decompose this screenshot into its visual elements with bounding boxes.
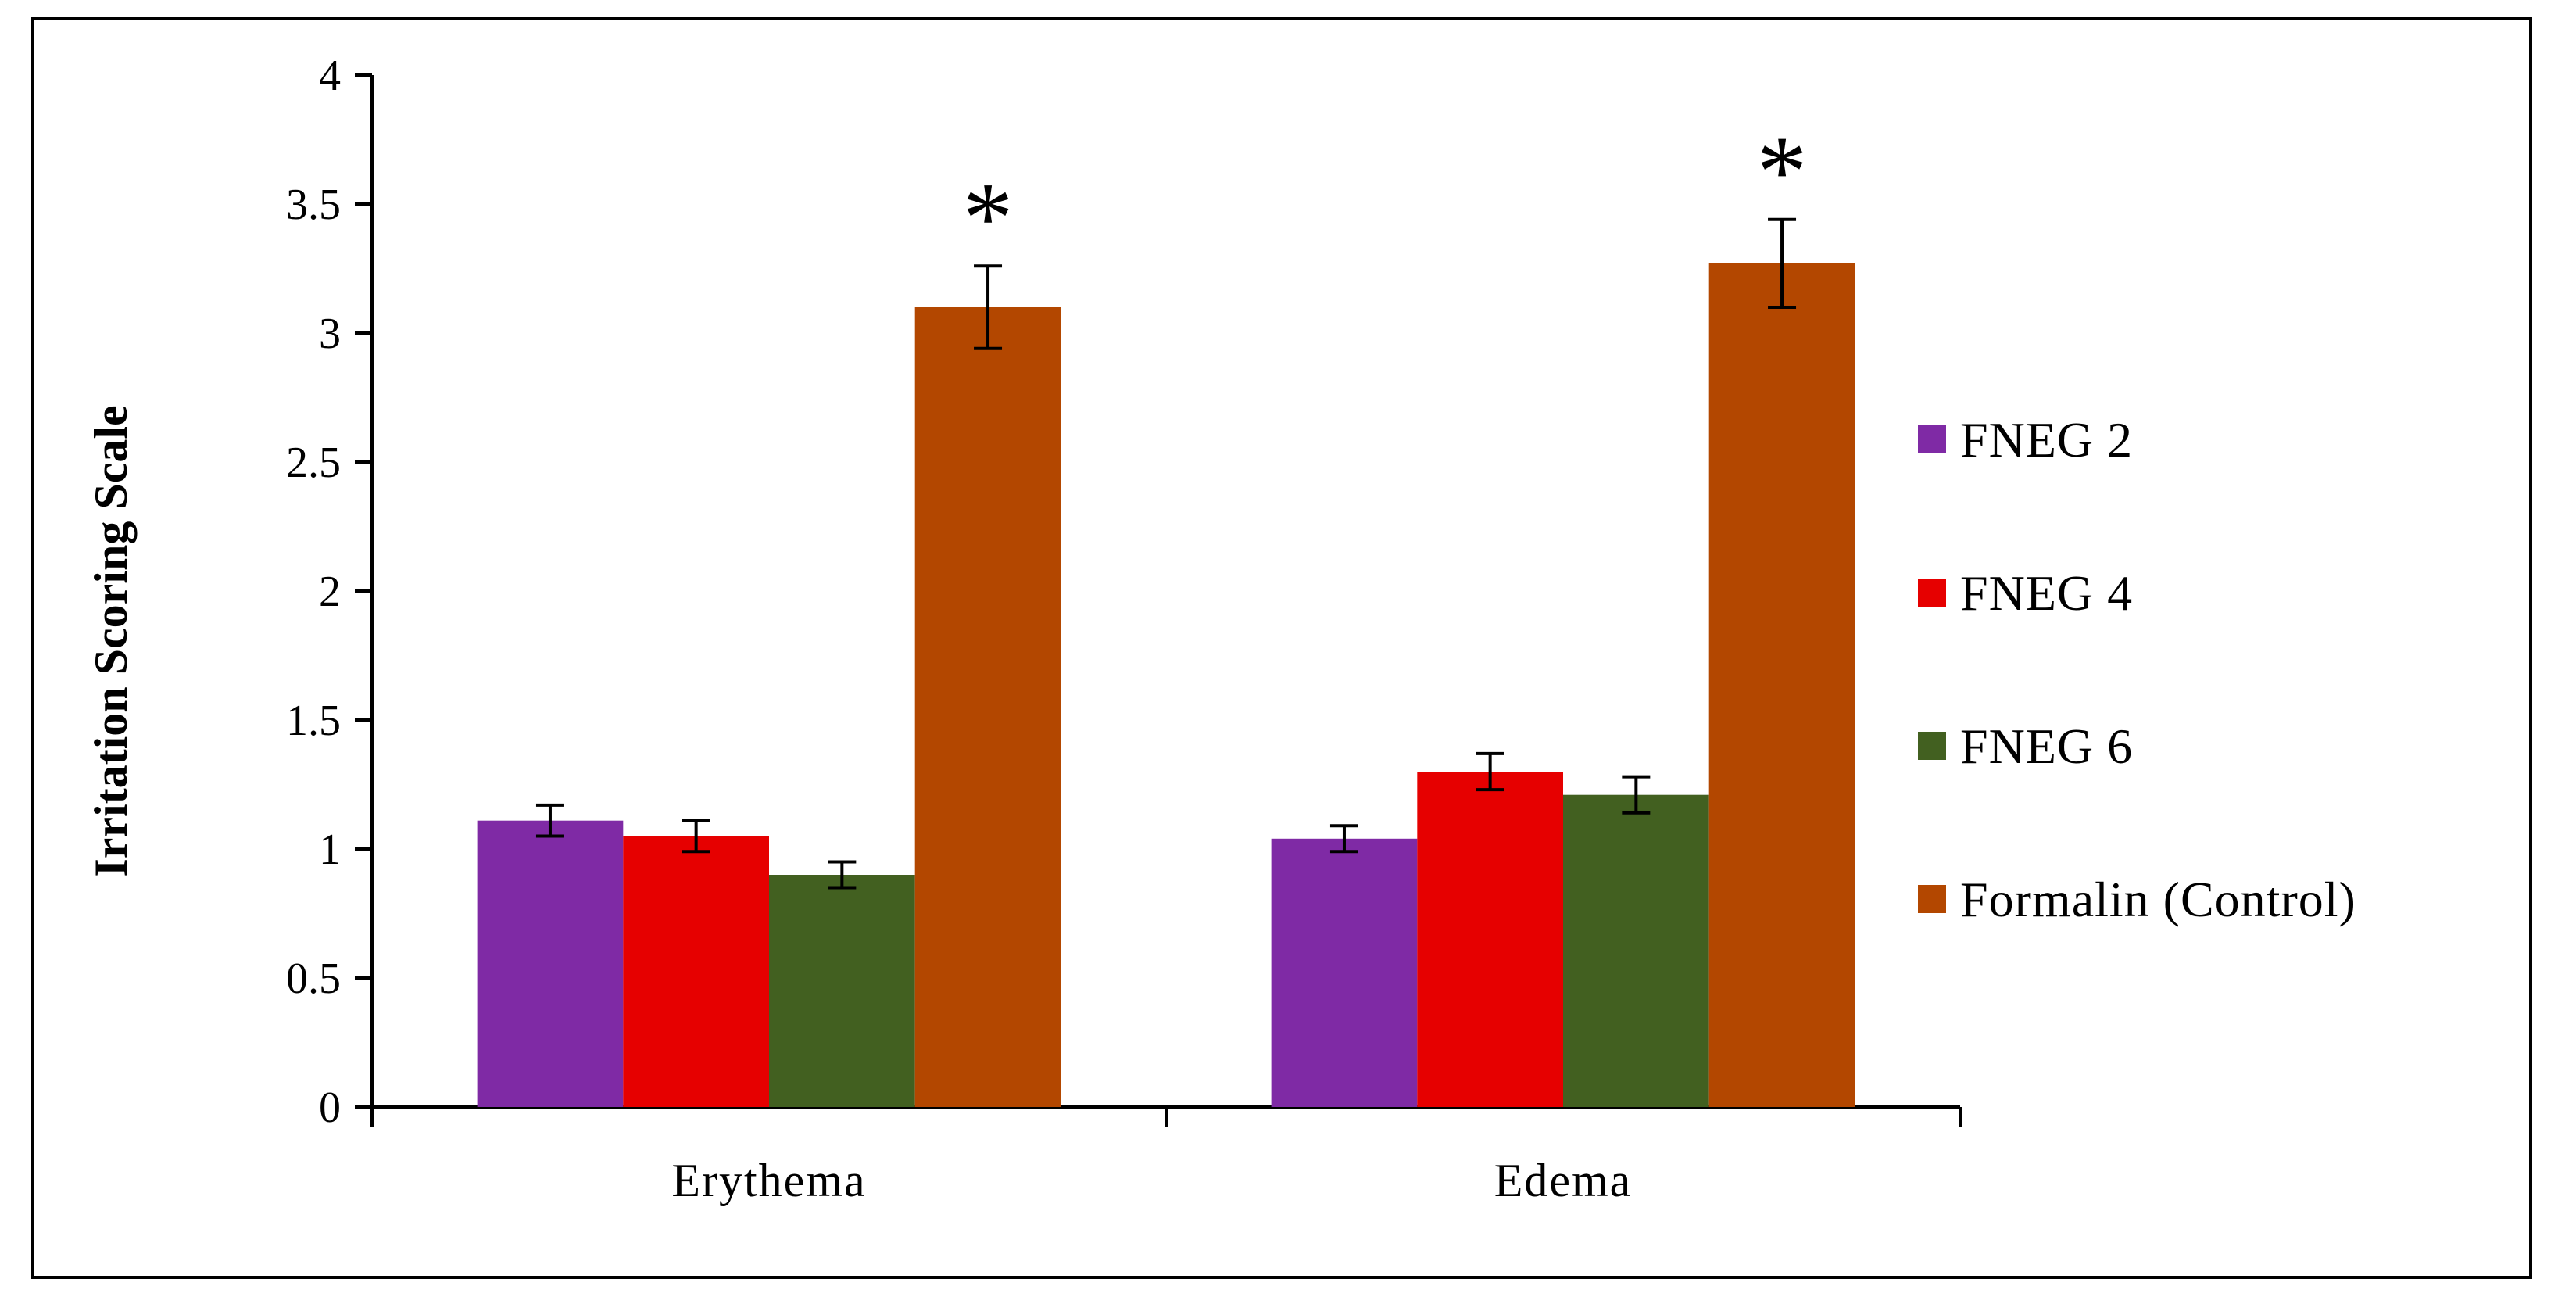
y-tick-label: 3 — [319, 310, 341, 358]
y-tick-label: 0 — [319, 1084, 341, 1132]
y-axis-label: Irritation Scoring Scale — [85, 405, 137, 876]
chart-bars — [477, 263, 1855, 1107]
significance-marker: * — [963, 162, 1014, 274]
y-tick-label: 2 — [319, 568, 341, 616]
x-category-label: Erythema — [671, 1155, 866, 1206]
chart-error-bars — [535, 217, 1797, 890]
y-tick-label: 0.5 — [286, 955, 341, 1003]
bar — [914, 307, 1061, 1107]
y-tick-label: 3.5 — [286, 181, 341, 229]
chart-legend: FNEG 2 FNEG 4 FNEG 6 Formalin (Control) — [1918, 412, 2356, 927]
y-tick-label: 4 — [319, 52, 341, 100]
x-category-label: Edema — [1494, 1155, 1633, 1206]
bar — [477, 820, 624, 1107]
y-tick-label: 2.5 — [286, 439, 341, 487]
legend-label: FNEG 4 — [1960, 565, 2133, 621]
legend-swatch — [1918, 425, 1946, 453]
legend-swatch — [1918, 732, 1946, 760]
legend-label: FNEG 6 — [1960, 718, 2133, 774]
significance-marker: * — [1757, 116, 1808, 228]
bar — [623, 836, 769, 1107]
legend-label: Formalin (Control) — [1960, 872, 2356, 927]
legend-swatch — [1918, 885, 1946, 913]
y-tick-label: 1 — [319, 826, 341, 874]
bar — [769, 875, 915, 1107]
chart-annotations: * * — [963, 116, 1808, 274]
bar — [1271, 838, 1418, 1107]
y-tick-label: 1.5 — [286, 697, 341, 745]
bar — [1708, 263, 1855, 1107]
legend-label: FNEG 2 — [1960, 412, 2133, 468]
bar — [1417, 772, 1563, 1107]
bar — [1563, 794, 1709, 1107]
legend-swatch — [1918, 579, 1946, 607]
